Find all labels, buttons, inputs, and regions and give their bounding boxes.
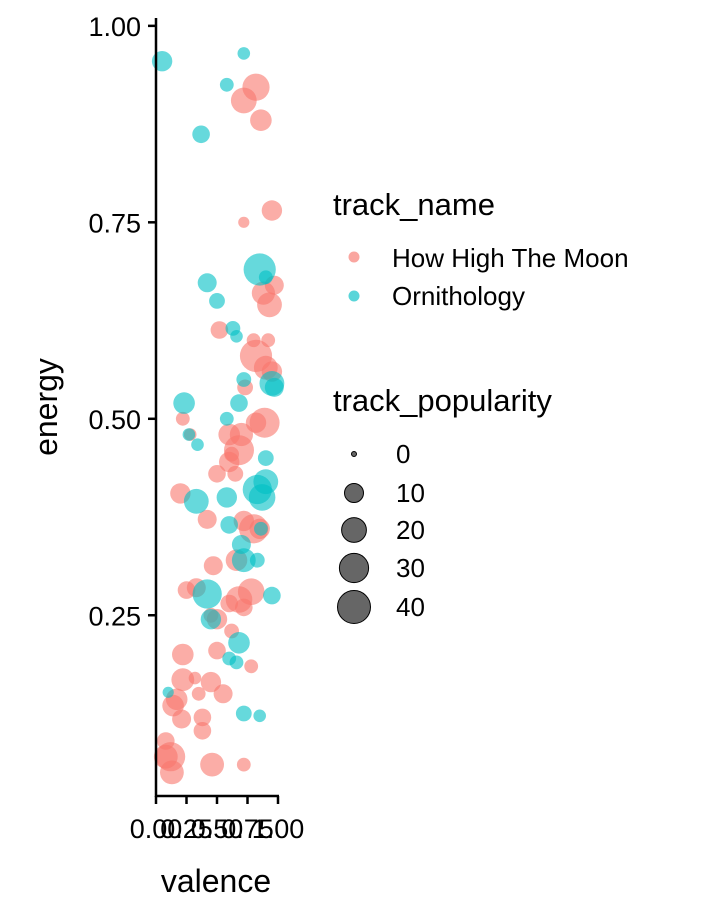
point-ornithology <box>231 548 256 573</box>
point-how-high-the-moon <box>236 757 251 772</box>
point-ornithology <box>257 450 274 466</box>
point-how-high-the-moon <box>200 752 225 777</box>
x-tick-label: 1.00 <box>252 814 305 844</box>
point-ornithology <box>254 521 268 536</box>
y-axis-title: energy <box>28 358 64 456</box>
point-ornithology <box>209 293 225 309</box>
legend-key-ornithology <box>348 290 360 302</box>
point-ornithology <box>248 484 276 511</box>
size-legend-key <box>341 517 367 543</box>
point-ornithology <box>216 487 237 508</box>
point-ornithology <box>200 609 222 630</box>
point-ornithology <box>237 47 251 60</box>
size-legend-title: track_popularity <box>333 383 552 418</box>
point-ornithology <box>192 125 210 144</box>
point-ornithology <box>197 273 217 293</box>
point-ornithology <box>235 705 252 722</box>
x-axis-title: valence <box>161 863 271 899</box>
size-legend-label: 30 <box>396 553 425 583</box>
size-legend-key <box>338 552 370 584</box>
x-tick-label: 0.00 <box>130 814 183 844</box>
point-how-high-the-moon <box>261 200 283 221</box>
point-how-high-the-moon <box>193 708 212 727</box>
point-ornithology <box>263 586 281 605</box>
point-how-high-the-moon <box>233 510 254 532</box>
size-legend-key <box>351 451 357 457</box>
point-how-high-the-moon <box>235 598 253 617</box>
size-legend-label: 0 <box>396 439 410 469</box>
point-ornithology <box>253 709 266 723</box>
point-how-high-the-moon <box>244 659 259 674</box>
point-how-high-the-moon <box>200 671 222 693</box>
point-how-high-the-moon <box>177 581 196 599</box>
size-legend-label: 10 <box>396 478 425 508</box>
legend-label-ornithology: Ornithology <box>392 281 525 311</box>
x-ticks: 0.000.250.500.751.00 <box>130 796 305 844</box>
point-how-high-the-moon <box>208 465 226 483</box>
color-legend-title: track_name <box>333 187 495 222</box>
size-legend-label: 20 <box>396 515 425 545</box>
point-how-high-the-moon <box>250 109 272 131</box>
y-tick-label: 0.25 <box>88 601 141 631</box>
point-ornithology <box>220 516 238 534</box>
point-ornithology <box>173 392 195 414</box>
x-tick-label: 0.50 <box>191 814 244 844</box>
point-how-high-the-moon <box>245 412 267 433</box>
point-how-high-the-moon <box>224 446 240 462</box>
points-layer <box>151 47 285 785</box>
x-tick-label: 0.25 <box>160 814 213 844</box>
point-how-high-the-moon <box>261 333 276 348</box>
color-legend: track_name How High The Moon Ornithology <box>333 187 629 311</box>
y-tick-label: 0.50 <box>88 405 141 435</box>
point-how-high-the-moon <box>172 709 192 729</box>
point-how-high-the-moon <box>213 684 233 704</box>
point-how-high-the-moon <box>208 641 226 660</box>
point-ornithology <box>230 394 248 412</box>
point-how-high-the-moon <box>160 760 184 785</box>
y-tick-label: 1.00 <box>88 12 141 42</box>
point-how-high-the-moon <box>220 594 238 613</box>
point-how-high-the-moon <box>172 643 194 666</box>
x-tick-label: 0.75 <box>221 814 274 844</box>
point-ornithology <box>192 579 222 609</box>
point-ornithology <box>236 372 252 387</box>
point-how-high-the-moon <box>210 321 229 339</box>
size-legend-key <box>344 483 364 503</box>
point-how-high-the-moon <box>193 722 212 740</box>
point-ornithology <box>219 411 234 426</box>
size-legend-items: 0 10 20 30 40 <box>337 439 425 624</box>
point-ornithology <box>258 270 273 285</box>
point-how-high-the-moon <box>175 411 190 426</box>
point-how-high-the-moon <box>171 668 195 692</box>
size-legend-key <box>337 590 371 624</box>
point-ornithology <box>162 686 174 698</box>
point-how-high-the-moon <box>246 333 261 348</box>
point-ornithology <box>230 330 243 343</box>
point-ornithology <box>229 655 244 670</box>
point-ornithology <box>191 438 204 452</box>
point-how-high-the-moon <box>238 216 250 228</box>
point-how-high-the-moon <box>227 465 244 482</box>
point-ornithology <box>182 428 196 441</box>
size-legend-label: 40 <box>396 592 425 622</box>
size-legend: track_popularity 0 10 20 30 40 <box>333 383 552 624</box>
y-ticks: 0.25 0.50 0.75 1.00 <box>88 12 156 631</box>
legend-key-how-high-the-moon <box>348 251 360 263</box>
point-ornithology <box>219 77 234 92</box>
point-ornithology <box>228 632 250 654</box>
point-how-high-the-moon <box>191 686 206 701</box>
point-how-high-the-moon <box>203 556 223 576</box>
y-tick-label: 0.75 <box>88 208 141 238</box>
point-ornithology <box>264 377 284 397</box>
point-ornithology <box>249 552 265 568</box>
point-how-high-the-moon <box>197 509 217 529</box>
point-how-high-the-moon <box>230 87 257 114</box>
legend-label-how-high-the-moon: How High The Moon <box>392 243 629 273</box>
point-ornithology <box>183 488 209 514</box>
